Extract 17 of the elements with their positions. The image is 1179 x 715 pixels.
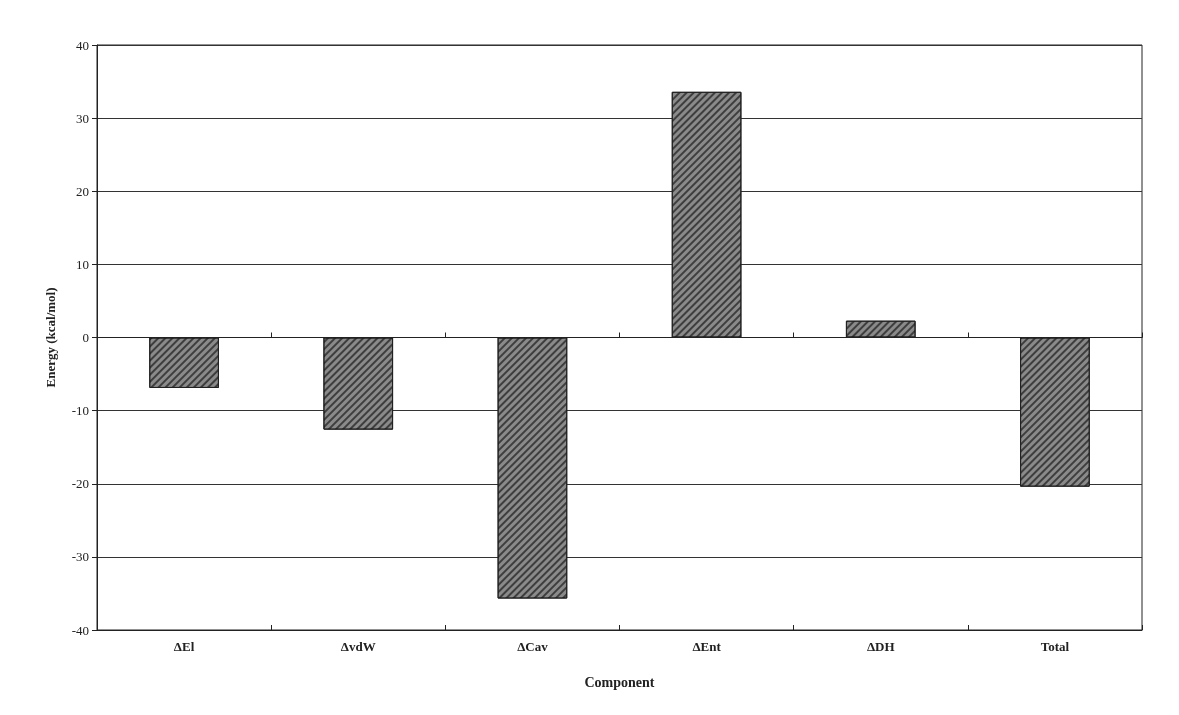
x-tick-label: ΔEl: [173, 639, 195, 654]
x-tick-label: ΔCav: [517, 639, 549, 654]
x-tick-label: Total: [1040, 639, 1070, 654]
x-tick-label: ΔDH: [866, 639, 895, 654]
y-tick-label: -10: [71, 403, 89, 419]
y-tick-label: 40: [76, 37, 89, 53]
x-tick-label: ΔEnt: [692, 639, 722, 654]
y-tick-label: 20: [76, 183, 89, 199]
y-tick-label: -20: [71, 476, 89, 492]
x-tick-label: ΔvdW: [340, 639, 376, 654]
y-tick-label: 30: [76, 110, 89, 126]
y-tick-label: -40: [71, 622, 89, 638]
y-tick-label: 0: [82, 330, 89, 345]
y-axis-title: Energy (kcal/mol): [43, 287, 58, 388]
y-tick-label: -30: [71, 549, 89, 565]
y-tick-label: 10: [76, 256, 89, 272]
x-axis-title: Component: [584, 674, 655, 690]
